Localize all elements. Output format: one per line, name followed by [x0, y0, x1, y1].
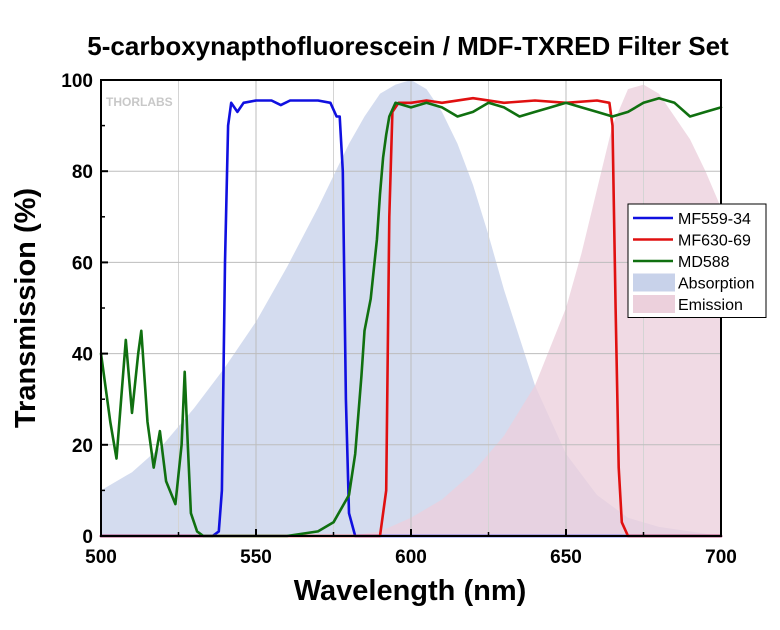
y-tick-label: 80 — [72, 162, 93, 183]
legend-label-absorption: Absorption — [678, 276, 755, 293]
line-series-mf559-34 — [99, 99, 723, 538]
y-axis-label: Transmission (%) — [10, 188, 42, 428]
tick-group: 500 550 600 650 700 0 20 40 60 80 100 — [61, 71, 737, 568]
x-tick-label: 500 — [85, 547, 117, 568]
y-tick-label: 60 — [72, 253, 93, 274]
y-tick-label: 20 — [72, 436, 93, 457]
legend-swatch-emission — [633, 295, 675, 313]
x-tick-label: 700 — [705, 547, 737, 568]
y-tick-label: 0 — [82, 527, 93, 548]
legend-label-md588: MD588 — [678, 254, 730, 271]
legend-swatch-absorption — [633, 273, 675, 292]
area-series-emission — [349, 84, 721, 536]
line-series-md588 — [99, 96, 723, 538]
grid-lines — [101, 80, 721, 536]
x-tick-label: 650 — [550, 547, 582, 568]
x-axis-label: Wavelength (nm) — [294, 575, 527, 607]
x-tick-label: 600 — [395, 547, 427, 568]
y-tick-label: 100 — [61, 71, 93, 92]
line-series-mf630-69 — [99, 96, 723, 538]
x-tick-label: 550 — [240, 547, 272, 568]
chart-title: 5-carboxynapthofluorescein / MDF-TXRED F… — [87, 31, 729, 61]
y-tick-label: 40 — [72, 345, 93, 366]
watermark-text: THORLABS — [106, 95, 173, 109]
legend-label-mf630-69: MF630-69 — [678, 233, 751, 250]
legend-label-emission: Emission — [678, 297, 743, 314]
legend: MF559-34 MF630-69 MD588 Absorption Emission — [627, 203, 767, 318]
line-series-group — [99, 96, 723, 538]
legend-label-mf559-34: MF559-34 — [678, 211, 751, 228]
